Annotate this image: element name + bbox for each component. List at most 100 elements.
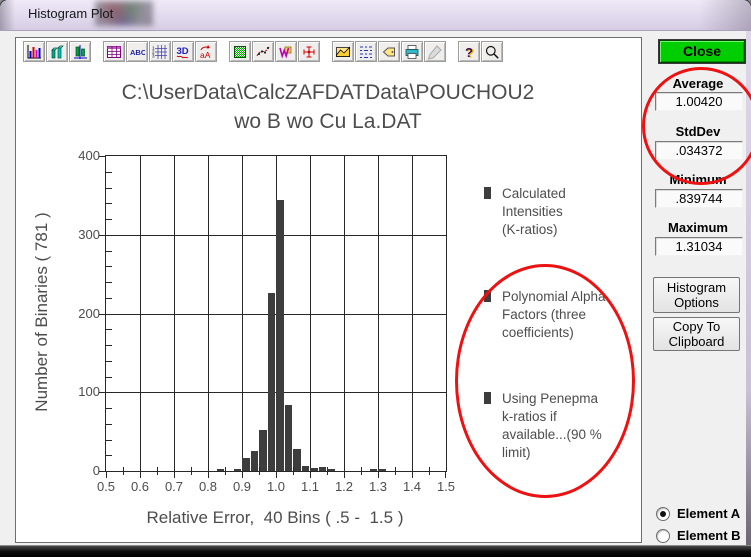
svg-text:?: ? — [465, 45, 473, 60]
text-labels-icon: ABC — [130, 48, 145, 57]
help-button[interactable]: ?? — [458, 41, 480, 62]
x-tick-label: 0.8 — [198, 479, 218, 494]
legend-item-calculated-intensities: Calculated Intensities (K-ratios) — [484, 185, 566, 239]
svg-text:ABC: ABC — [130, 48, 145, 57]
histogram-bar — [310, 467, 318, 471]
svg-text:3: 3 — [152, 53, 155, 58]
copy-to-clipboard-button[interactable]: Copy To Clipboard — [653, 317, 740, 351]
svg-text:1: 1 — [152, 45, 155, 50]
horizontal-bar-chart-icon — [74, 44, 87, 59]
error-bars-icon — [303, 46, 315, 57]
horizontal-bar-chart-button[interactable] — [69, 41, 91, 62]
close-button[interactable]: Close — [659, 40, 745, 63]
titlebar[interactable]: Histogram Plot — [0, 0, 751, 31]
histogram-bar — [369, 468, 377, 471]
histogram-bar — [327, 469, 335, 471]
radio-label: Element B — [677, 528, 741, 543]
print-button[interactable] — [401, 41, 423, 62]
bar-chart-icon — [27, 44, 41, 58]
bar-chart-button[interactable] — [23, 41, 45, 62]
pattern-fill-button[interactable] — [229, 41, 251, 62]
y-tick-label: 400 — [78, 148, 100, 163]
zoom-icon — [485, 45, 499, 59]
radio-circle-icon — [656, 528, 670, 543]
x-tick-label: 0.9 — [232, 479, 252, 494]
help-icon: ?? — [465, 45, 475, 60]
edit-pencil-icon — [427, 44, 442, 60]
y-tick-label: 100 — [78, 384, 100, 400]
plot-symbols-button[interactable] — [275, 41, 297, 62]
titlebar-artifact — [95, 1, 153, 26]
histogram-bar — [284, 404, 292, 471]
3d-bar-chart-icon — [51, 45, 64, 58]
stddev-value: .034372 — [655, 141, 743, 160]
histogram-bar — [242, 458, 250, 471]
error-bars-button[interactable] — [298, 41, 320, 62]
text-labels-button[interactable]: ABC — [126, 41, 148, 62]
x-tick-label: 0.5 — [96, 479, 116, 494]
histogram-bar — [293, 448, 301, 471]
svg-text:2: 2 — [152, 49, 155, 54]
x-tick-label: 0.7 — [164, 479, 184, 494]
minimum-label: Minimum — [669, 172, 727, 187]
line-types-button[interactable] — [355, 41, 377, 62]
3d-text-icon: 3D — [177, 46, 189, 58]
x-tick-label: 1.1 — [300, 479, 320, 494]
histogram-bar — [233, 469, 241, 471]
x-tick-label: 1.0 — [266, 479, 286, 494]
x-axis-label: Relative Error, 40 Bins ( .5 - 1.5 ) — [146, 508, 404, 527]
histogram-bar — [216, 468, 224, 471]
histogram-bar — [276, 200, 284, 471]
histogram-bar — [267, 293, 275, 471]
legend-marker-icon — [484, 290, 491, 302]
element-b-radio[interactable]: Element B — [656, 528, 741, 543]
scatter-plot-button[interactable] — [252, 41, 274, 62]
histogram-bar — [318, 467, 326, 471]
element-a-radio[interactable]: Element A — [656, 506, 740, 521]
histogram-options-button[interactable]: Histogram Options — [653, 277, 740, 313]
x-tick-label: 1.2 — [334, 479, 354, 494]
edit-pencil-button[interactable] — [424, 41, 446, 62]
y-tick-label: 0 — [92, 463, 100, 478]
pattern-fill-icon — [234, 45, 246, 58]
chart-title-line1: C:\UserData\CalcZAFDATData\POUCHOU2 — [121, 81, 535, 104]
legend-text: Calculated Intensities (K-ratios) — [502, 186, 566, 237]
radio-circle-icon — [656, 506, 670, 521]
x-tick-label: 0.6 — [130, 479, 150, 494]
legend-text: Polynomial Alpha Factors (three coeffici… — [502, 289, 606, 340]
legend-item-penepma-kratios: Using Penepma k-ratios if available...(9… — [484, 390, 602, 462]
maximum-label: Maximum — [668, 220, 728, 235]
window-bottom-edge — [0, 545, 751, 557]
radio-label: Element A — [677, 506, 741, 521]
label-tag-icon — [382, 47, 395, 56]
svg-text:3D: 3D — [177, 46, 189, 57]
legend-marker-icon — [484, 187, 491, 199]
line-types-icon — [360, 46, 372, 58]
scatter-plot-icon — [256, 46, 270, 56]
3d-text-button[interactable]: 3D — [172, 41, 194, 62]
histogram-bar — [378, 469, 386, 471]
area-chart-button[interactable] — [332, 41, 354, 62]
window-title: Histogram Plot — [28, 6, 114, 21]
x-tick-label: 1.5 — [436, 479, 456, 494]
data-table-button[interactable] — [103, 41, 125, 62]
y-axis-label: Number of Binaries ( 781 ) — [32, 212, 51, 412]
zoom-button[interactable] — [481, 41, 503, 62]
histogram-bar — [259, 430, 267, 471]
axis-scale-icon: 123 — [152, 44, 167, 59]
legend-text: Using Penepma k-ratios if available...(9… — [502, 391, 602, 460]
3d-bar-chart-button[interactable] — [46, 41, 68, 62]
average-value: 1.00420 — [655, 92, 743, 111]
label-tag-button[interactable] — [378, 41, 400, 62]
svg-text:?: ? — [467, 45, 475, 60]
legend-marker-icon — [484, 392, 491, 404]
rotate-text-button[interactable]: aA — [195, 41, 217, 62]
x-tick-label: 1.3 — [368, 479, 388, 494]
plot-area: 0.5 0.6 0.7 0.8 0.9 1.0 1.1 1.2 1.3 1.4 1.5 0 100 200… — [78, 148, 455, 494]
histogram-bar — [301, 465, 309, 471]
area-chart-icon — [336, 46, 350, 57]
y-tick-label: 200 — [78, 305, 100, 321]
